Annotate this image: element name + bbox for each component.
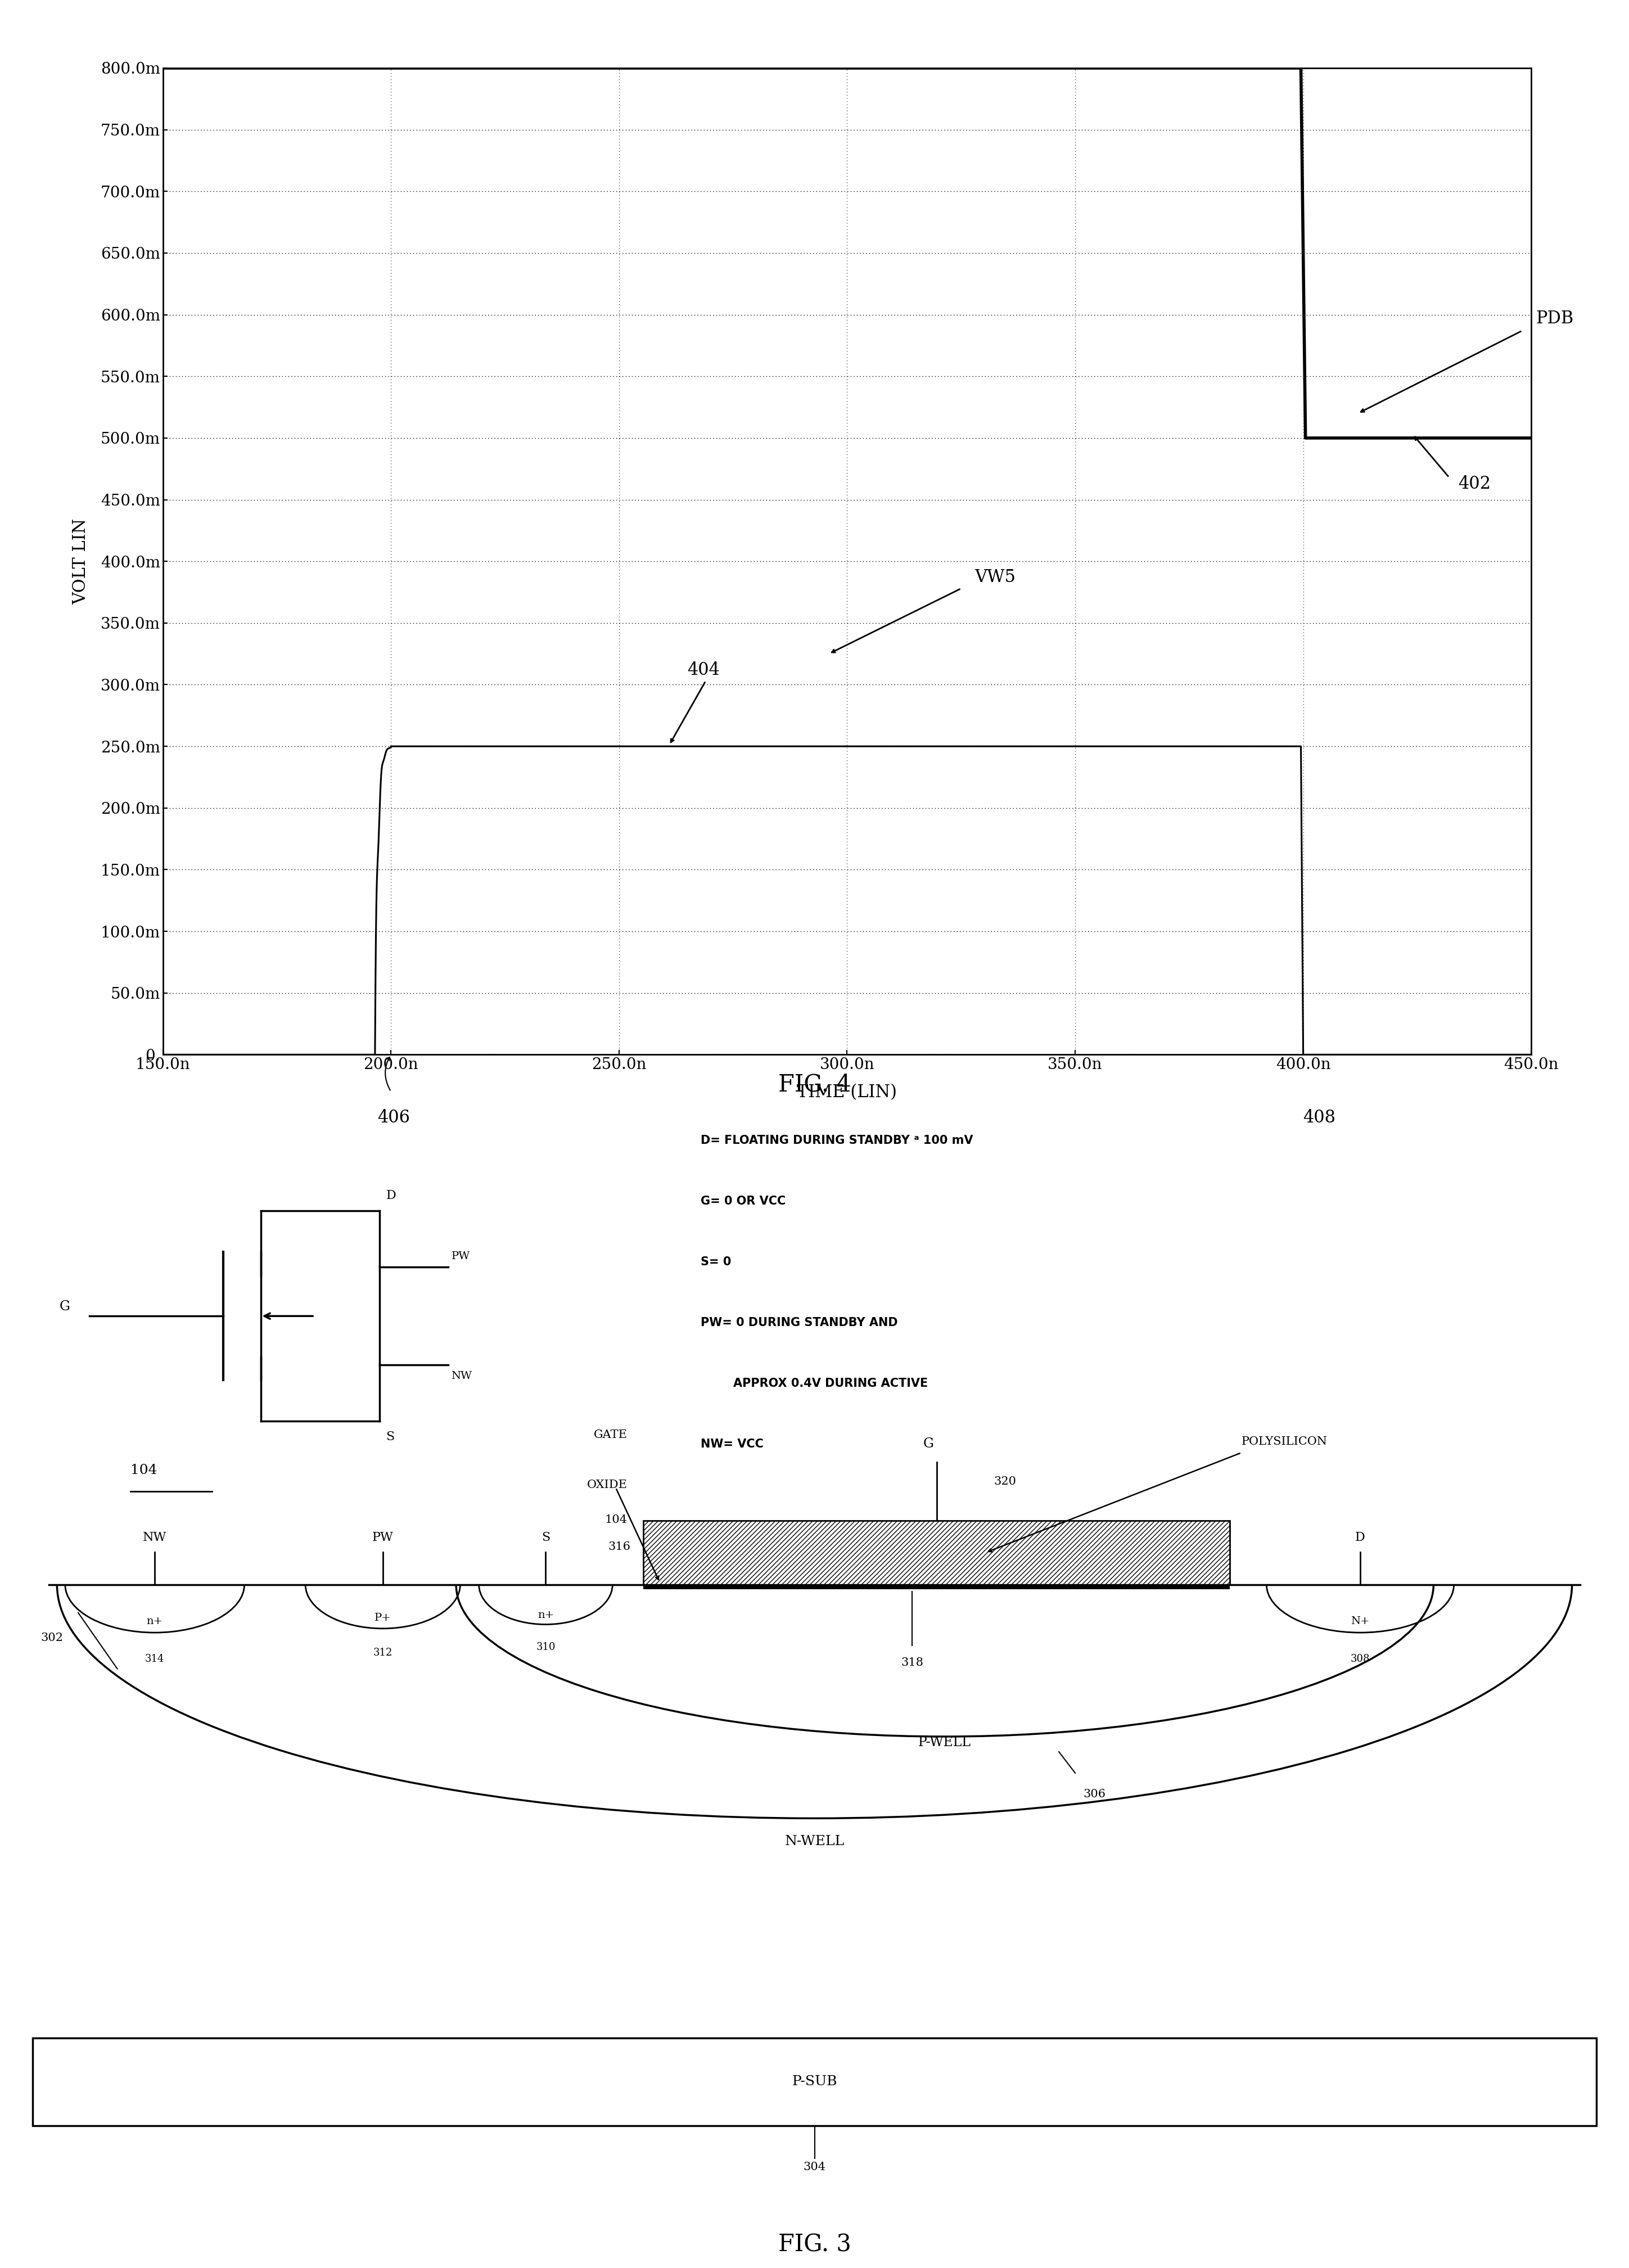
Text: 406: 406 xyxy=(378,1109,411,1127)
Text: PW= 0 DURING STANDBY AND: PW= 0 DURING STANDBY AND xyxy=(700,1318,898,1329)
Text: 310: 310 xyxy=(536,1642,555,1651)
Text: 312: 312 xyxy=(373,1649,393,1658)
Text: P-SUB: P-SUB xyxy=(792,2075,837,2089)
Text: P-WELL: P-WELL xyxy=(919,1737,971,1749)
Text: 306: 306 xyxy=(1083,1789,1106,1799)
Text: G: G xyxy=(924,1438,933,1452)
Text: GATE: GATE xyxy=(593,1429,627,1440)
Text: FIG. 3: FIG. 3 xyxy=(779,2234,850,2257)
Text: P+: P+ xyxy=(375,1613,391,1624)
Bar xyxy=(33,2039,1596,2125)
Text: PW: PW xyxy=(371,1531,394,1545)
Text: 402: 402 xyxy=(1458,474,1491,492)
Y-axis label: VOLT LIN: VOLT LIN xyxy=(72,517,90,606)
Text: OXIDE: OXIDE xyxy=(586,1479,627,1490)
Text: N-WELL: N-WELL xyxy=(785,1835,844,1848)
Text: 408: 408 xyxy=(1303,1109,1336,1127)
Text: VW5: VW5 xyxy=(974,569,1016,585)
Text: 314: 314 xyxy=(145,1653,165,1665)
Text: D= FLOATING DURING STANDBY ᵃ 100 mV: D= FLOATING DURING STANDBY ᵃ 100 mV xyxy=(700,1134,973,1145)
Bar xyxy=(643,1520,1230,1585)
Text: POLYSILICON: POLYSILICON xyxy=(1241,1436,1328,1447)
Text: 316: 316 xyxy=(608,1542,630,1551)
Text: 104: 104 xyxy=(130,1463,156,1476)
Text: 404: 404 xyxy=(687,662,720,678)
Text: NW: NW xyxy=(451,1370,472,1381)
Text: NW= VCC: NW= VCC xyxy=(700,1438,764,1449)
Text: FIG. 4: FIG. 4 xyxy=(779,1073,850,1095)
Text: APPROX 0.4V DURING ACTIVE: APPROX 0.4V DURING ACTIVE xyxy=(700,1379,929,1390)
Text: G= 0 OR VCC: G= 0 OR VCC xyxy=(700,1195,785,1207)
Text: 308: 308 xyxy=(1350,1653,1370,1665)
X-axis label: TIME (LIN): TIME (LIN) xyxy=(797,1084,898,1100)
Text: N+: N+ xyxy=(1350,1617,1370,1626)
Text: S: S xyxy=(386,1431,394,1442)
Text: 318: 318 xyxy=(901,1658,924,1667)
Text: 302: 302 xyxy=(41,1633,64,1642)
Text: PW: PW xyxy=(451,1252,469,1261)
Text: 320: 320 xyxy=(994,1476,1016,1488)
Text: PDB: PDB xyxy=(1536,311,1574,327)
Text: n+: n+ xyxy=(147,1617,163,1626)
Text: D: D xyxy=(386,1188,396,1202)
Text: 304: 304 xyxy=(803,2161,826,2173)
Text: n+: n+ xyxy=(538,1610,554,1619)
Text: G: G xyxy=(59,1300,70,1313)
Bar xyxy=(643,1585,1230,1590)
Text: D: D xyxy=(1355,1531,1365,1545)
Text: S= 0: S= 0 xyxy=(700,1256,731,1268)
Text: NW: NW xyxy=(143,1531,166,1545)
Text: S: S xyxy=(541,1531,551,1545)
Text: 104: 104 xyxy=(604,1515,627,1526)
